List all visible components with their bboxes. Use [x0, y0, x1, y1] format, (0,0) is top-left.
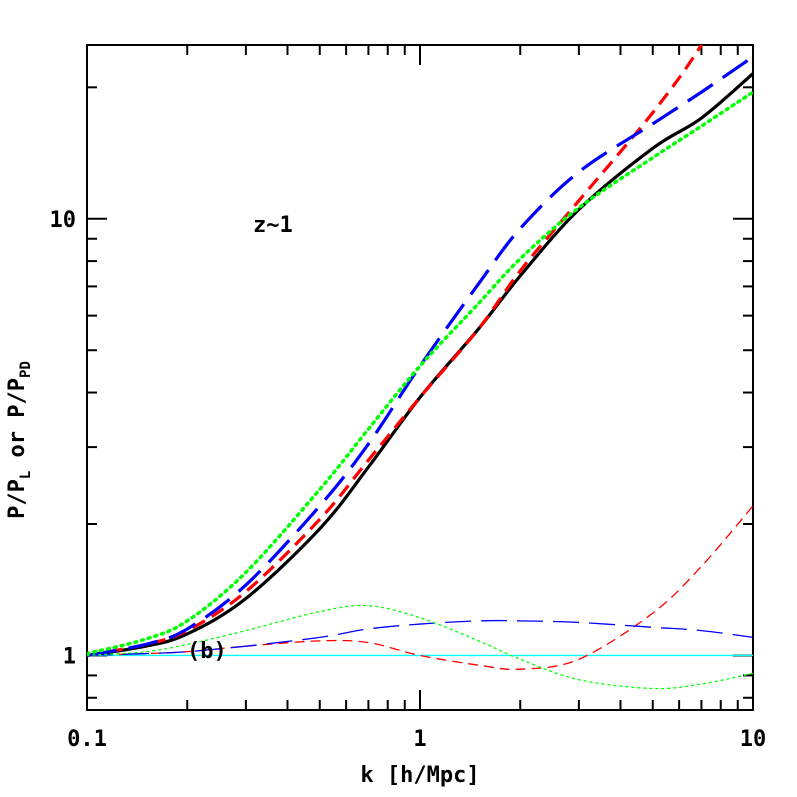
series-line-2: [87, 45, 704, 658]
y-title-sub2: PD: [18, 361, 34, 378]
y-axis-title: P/PL or P/PPD: [5, 361, 34, 519]
x-tick-label: 10: [740, 727, 767, 752]
x-tick-label: 0.1: [67, 727, 107, 752]
axis-ticks: [86, 45, 754, 710]
x-axis-title: k [h/Mpc]: [360, 763, 479, 788]
series-line-6: [87, 505, 753, 671]
y-title-part1: P/P: [5, 479, 30, 519]
y-title-sub1: L: [18, 471, 34, 479]
annotation-redshift: z~1: [253, 213, 293, 238]
axis-tick-labels: 0.1 1 10 1 10: [50, 208, 767, 752]
plot-frame: [86, 44, 754, 711]
y-title-part2: or P/P: [5, 378, 30, 471]
y-tick-label: 10: [50, 208, 77, 233]
series-line-7: [87, 619, 753, 657]
data-series: [87, 45, 753, 690]
series-line-1: [87, 72, 753, 658]
y-tick-label: 1: [63, 644, 76, 669]
annotation-panel: (b): [187, 639, 227, 664]
x-tick-label: 1: [413, 727, 426, 752]
series-line-4: [87, 90, 753, 656]
